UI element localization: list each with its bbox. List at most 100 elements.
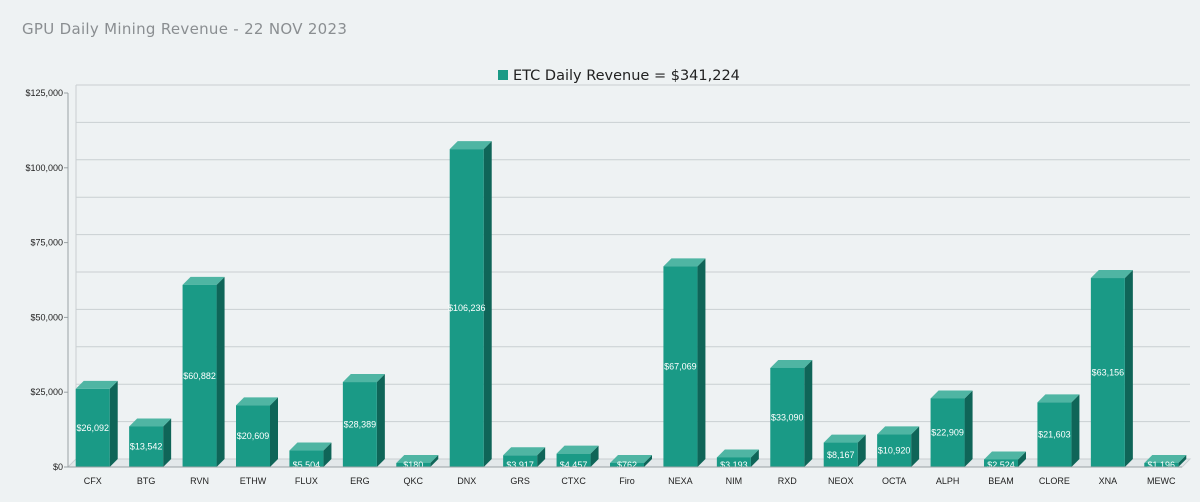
bar-front (984, 459, 1018, 467)
x-axis: CFX BTG RVN ETHW FLUX ERG QKC DNX GRS CTXC Firo NEX… (68, 466, 1182, 486)
bar-top (236, 397, 278, 406)
x-tick-label: ALPH (936, 476, 960, 486)
bar-beam[interactable]: $2,524 (984, 451, 1026, 470)
y-tick-label: $125,000 (25, 88, 63, 98)
data-label: $8,167 (827, 450, 855, 460)
bar-grs[interactable]: $3,917 (503, 447, 546, 470)
bar-cfx[interactable]: $26,092 (75, 380, 118, 467)
bar-side (323, 442, 332, 467)
bar-front (930, 398, 965, 467)
bar-mewc[interactable]: $1,196 (1144, 455, 1187, 470)
bar-rvn[interactable]: $60,882 (182, 276, 225, 467)
bar-side (109, 380, 118, 467)
x-tick-label: NIM (726, 476, 743, 486)
bars: $26,092 $13,542 $60,882 $20,609 $5,504 $28,38… (75, 141, 1187, 470)
bar-top (930, 390, 973, 399)
bar-front (129, 426, 164, 467)
data-label: $63,156 (1092, 368, 1125, 378)
x-tick-label: NEXA (668, 476, 693, 486)
bar-firo[interactable]: $762 (610, 455, 652, 470)
data-label: $5,504 (293, 460, 321, 470)
bar-btg[interactable]: $13,542 (129, 418, 172, 467)
y-tick-label: $100,000 (25, 163, 63, 173)
bar-ethw[interactable]: $20,609 (236, 397, 278, 467)
bar-rxd[interactable]: $33,090 (770, 359, 813, 467)
bar-side (964, 390, 973, 467)
bar-top (610, 455, 652, 463)
x-tick-label: RXD (778, 476, 798, 486)
bar-top (449, 141, 492, 150)
bar-front (182, 284, 217, 467)
bar-flux[interactable]: $5,504 (289, 442, 332, 470)
bar-top (289, 442, 332, 451)
x-tick-label: CFX (84, 476, 102, 486)
y-axis: $0 $25,000 $50,000 $75,000 $100,000 $125,000 (25, 88, 69, 472)
bar-side (750, 449, 759, 467)
bar-nim[interactable]: $3,193 (716, 449, 759, 470)
x-tick-label: XNA (1099, 476, 1118, 486)
bar-side (911, 426, 920, 467)
bar-side (483, 141, 492, 467)
data-label: $4,457 (560, 460, 588, 470)
bar-clore[interactable]: $21,603 (1037, 394, 1080, 467)
bar-erg[interactable]: $28,389 (342, 374, 385, 467)
bar-top (75, 380, 118, 389)
bar-front (289, 450, 324, 467)
bar-side (590, 445, 599, 467)
x-tick-label: FLUX (295, 476, 318, 486)
bar-front (610, 463, 644, 467)
bar-top (1037, 394, 1080, 403)
data-label: $26,092 (76, 423, 109, 433)
bar-front (1037, 402, 1072, 467)
legend-swatch (498, 70, 508, 80)
x-tick-label: MEWC (1147, 476, 1176, 486)
bar-front (449, 149, 484, 467)
legend[interactable]: ETC Daily Revenue = $341,224 (498, 68, 740, 84)
page-title: GPU Daily Mining Revenue - 22 NOV 2023 (22, 20, 348, 38)
y-tick-label: $0 (53, 462, 63, 472)
bar-qkc[interactable]: $180 (396, 455, 439, 470)
data-label: $13,542 (130, 442, 163, 452)
x-tick-label: NEOX (828, 476, 854, 486)
bar-side (376, 374, 385, 467)
x-tick-label: CTXC (561, 476, 586, 486)
data-label: $60,882 (183, 371, 216, 381)
legend-label: ETC Daily Revenue = $341,224 (513, 68, 740, 84)
bar-ctxc[interactable]: $4,457 (556, 445, 599, 470)
bar-top (984, 451, 1026, 460)
bar-nexa[interactable]: $67,069 (663, 258, 706, 467)
bar-xna[interactable]: $63,156 (1090, 270, 1133, 467)
bar-alph[interactable]: $22,909 (930, 390, 973, 467)
bar-side (644, 455, 652, 467)
bar-side (697, 258, 706, 467)
bar-top (716, 449, 759, 458)
x-tick-label: OCTA (882, 476, 906, 486)
y-tick-label: $75,000 (30, 238, 63, 248)
bar-side (1018, 451, 1026, 467)
bar-dnx[interactable]: $106,236 (448, 141, 492, 467)
x-tick-label: ETHW (240, 476, 267, 486)
bar-side (430, 455, 439, 467)
data-label: $20,609 (237, 431, 270, 441)
bar-octa[interactable]: $10,920 (877, 426, 920, 467)
bar-top (342, 374, 385, 383)
bar-front (1144, 463, 1179, 467)
bar-front (716, 457, 751, 467)
bar-side (857, 434, 866, 467)
data-label: $10,920 (878, 446, 911, 456)
bar-side (804, 359, 813, 467)
bar-side (1178, 455, 1187, 467)
data-label: $762 (617, 460, 637, 470)
x-tick-label: CLORE (1039, 476, 1070, 486)
bar-side (1071, 394, 1080, 467)
bar-front (556, 453, 591, 467)
bar-front (236, 405, 270, 467)
data-label: $180 (403, 460, 423, 470)
bar-top (663, 258, 706, 267)
bar-top (1144, 455, 1187, 463)
y-tick-label: $25,000 (30, 387, 63, 397)
bar-neox[interactable]: $8,167 (823, 434, 866, 467)
bar-top (396, 455, 439, 463)
bar-front (503, 455, 538, 467)
x-tick-label: Firo (619, 476, 635, 486)
